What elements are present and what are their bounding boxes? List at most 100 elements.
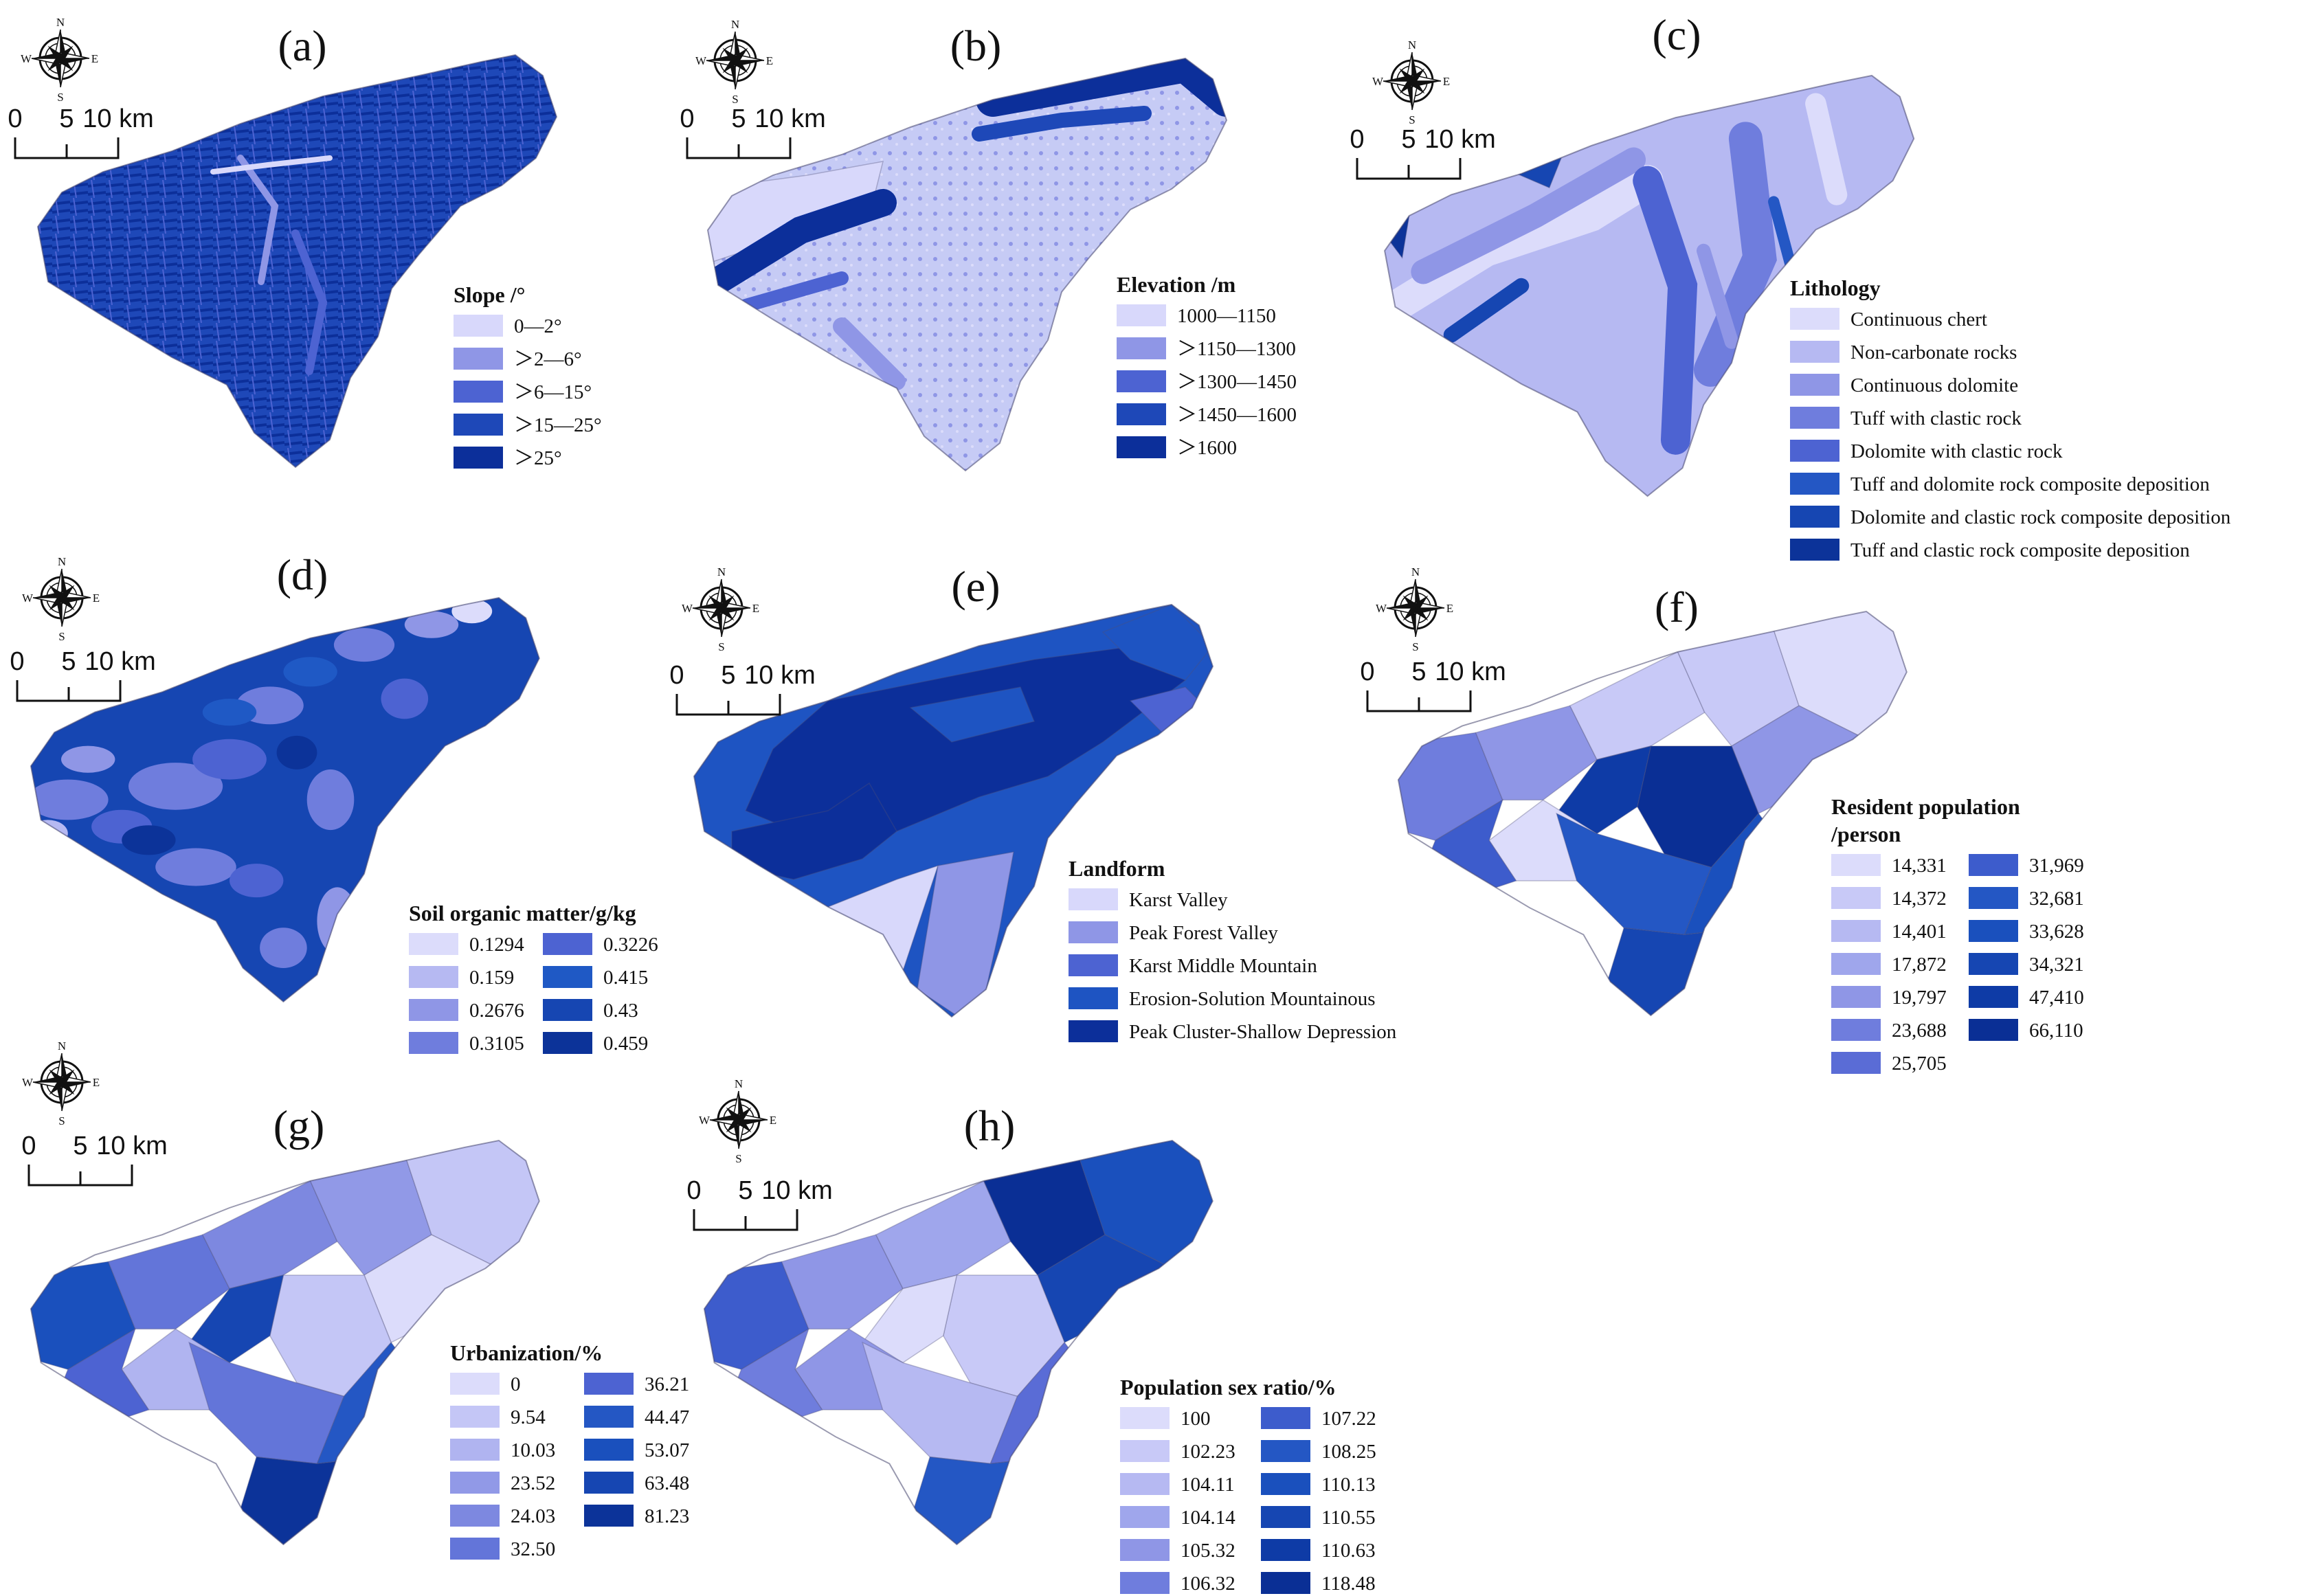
map-patch (202, 699, 257, 726)
admin-zone (1475, 705, 1598, 801)
compass-e-label: E (91, 52, 98, 65)
legend-swatch (1069, 1020, 1118, 1042)
legend-swatch (1120, 1407, 1170, 1429)
legend-swatch (409, 999, 458, 1021)
map-band (210, 155, 333, 175)
compass-n-label: N (1408, 38, 1416, 52)
map-panel-d: (d) N S E W 0 5 10 km Soil organic matter/g/kg 0.… (10, 550, 658, 1055)
legend-title: /person (1831, 822, 1901, 846)
legend-item-label: 118.48 (1321, 1573, 1376, 1595)
map-panel-b: (b) N S E W 0 5 10 km Elevation /m 1000—1150 ＞1150… (680, 18, 1297, 471)
legend-swatch (1120, 1539, 1170, 1561)
legend-item-label: 108.25 (1321, 1441, 1376, 1463)
admin-zone (875, 1180, 1011, 1290)
compass-rose-icon: N S E W (682, 565, 759, 653)
scale-tick-label: 5 (59, 104, 74, 133)
scale-tick-label: 10 km (96, 1132, 167, 1160)
compass-w-label: W (1372, 75, 1384, 88)
scale-tick-label: 0 (686, 1176, 701, 1205)
legend-item-label: 47,410 (2029, 987, 2084, 1009)
legend-item-label: Dolomite and clastic rock composite depo… (1850, 506, 2231, 528)
compass-s-label: S (58, 1114, 65, 1127)
legend-swatch (1831, 986, 1881, 1008)
scale-tick-label: 0 (1350, 125, 1364, 154)
map-band (708, 189, 897, 299)
panel-title: (a) (278, 21, 326, 70)
legend-item-label: 66,110 (2029, 1020, 2083, 1042)
legend-swatch (1790, 308, 1839, 330)
compass-e-label: E (1443, 75, 1450, 88)
compass-w-label: W (22, 1076, 34, 1089)
legend-item-label: 110.13 (1321, 1474, 1376, 1496)
legend-item-label: Tuff and clastic rock composite depositi… (1850, 539, 2190, 561)
legend-item-label: 19,797 (1892, 987, 1947, 1009)
map-band (972, 106, 1152, 142)
legend-item-label: 110.63 (1321, 1540, 1376, 1562)
legend-swatch (1261, 1440, 1310, 1462)
legend-swatch (1117, 370, 1166, 392)
scale-tick-label: 0 (1360, 657, 1374, 686)
legend-swatch (543, 966, 592, 988)
legend-swatch (1069, 921, 1118, 943)
legend-swatch (584, 1472, 634, 1494)
map-legend: Resident population/person 14,331 14,372 14… (1831, 794, 2084, 1075)
compass-e-label: E (766, 54, 773, 67)
scale-bar: 0 5 10 km (1360, 657, 1506, 712)
legend-item-label: 0.459 (603, 1033, 648, 1055)
scale-tick-label: 5 (1411, 657, 1426, 686)
legend-title: Landform (1069, 856, 1165, 881)
legend-title: Soil organic matter/g/kg (409, 901, 636, 925)
legend-title: Resident population (1831, 794, 2020, 819)
legend-swatch (1969, 920, 2018, 942)
legend-swatch (1790, 473, 1839, 495)
legend-title: Population sex ratio/% (1120, 1375, 1336, 1400)
scale-tick-label: 5 (61, 647, 76, 676)
map-patch (192, 739, 267, 780)
legend-swatch (1831, 920, 1881, 942)
map-legend: Elevation /m 1000—1150 ＞1150—1300 ＞1300—145… (1117, 272, 1297, 459)
legend-item-label: 0.159 (469, 967, 514, 989)
legend-item-label: 34,321 (2029, 954, 2084, 976)
legend-title: Urbanization/% (450, 1340, 603, 1365)
compass-n-label: N (58, 555, 66, 568)
legend-item-label: 36.21 (645, 1373, 689, 1395)
scale-bar: 0 5 10 km (1350, 125, 1496, 180)
legend-item-label: ＞1300—1450 (1177, 371, 1297, 393)
legend-swatch (1790, 539, 1839, 561)
legend-swatch (450, 1373, 500, 1395)
legend-swatch (1261, 1407, 1310, 1429)
legend-swatch (450, 1505, 500, 1527)
map-patch (333, 628, 395, 662)
legend-title: Lithology (1790, 276, 1881, 300)
compass-w-label: W (699, 1114, 711, 1127)
map-panel-c: (c) N S E W 0 5 10 km Lithology Continuous chert N… (1350, 10, 2230, 561)
admin-zone (1569, 651, 1705, 761)
scale-bar: 0 5 10 km (10, 647, 156, 702)
compass-s-label: S (1412, 640, 1418, 653)
legend-item-label: 0 (511, 1373, 521, 1395)
scale-bar: 0 5 10 km (680, 104, 826, 159)
scale-tick-label: 10 km (761, 1176, 832, 1205)
legend-item-label: Continuous dolomite (1850, 374, 2018, 396)
legend-item-label: 0.2676 (469, 1000, 524, 1022)
compass-rose-icon: N S E W (1376, 565, 1453, 653)
panel-title: (g) (273, 1101, 325, 1150)
legend-item-label: 63.48 (645, 1472, 689, 1494)
legend-title: Slope /° (454, 282, 525, 307)
scale-tick-label: 0 (8, 104, 22, 133)
legend-swatch (1069, 954, 1118, 976)
legend-item-label: ＞1600 (1177, 437, 1237, 459)
legend-swatch (1831, 1019, 1881, 1041)
legend-swatch (1120, 1506, 1170, 1528)
scale-tick-label: 10 km (1435, 657, 1506, 686)
compass-rose-icon: N S E W (699, 1077, 776, 1165)
legend-item-label: 0—2° (514, 315, 562, 337)
map-legend: Landform Karst Valley Peak Forest Valley Ka… (1069, 856, 1397, 1043)
map-patch (61, 745, 115, 773)
legend-item-label: Karst Middle Mountain (1129, 955, 1317, 977)
legend-item-label: 104.14 (1181, 1507, 1235, 1529)
legend-swatch (454, 381, 503, 403)
legend-item-label: 110.55 (1321, 1507, 1376, 1529)
legend-swatch (1069, 987, 1118, 1009)
compass-s-label: S (718, 640, 724, 653)
